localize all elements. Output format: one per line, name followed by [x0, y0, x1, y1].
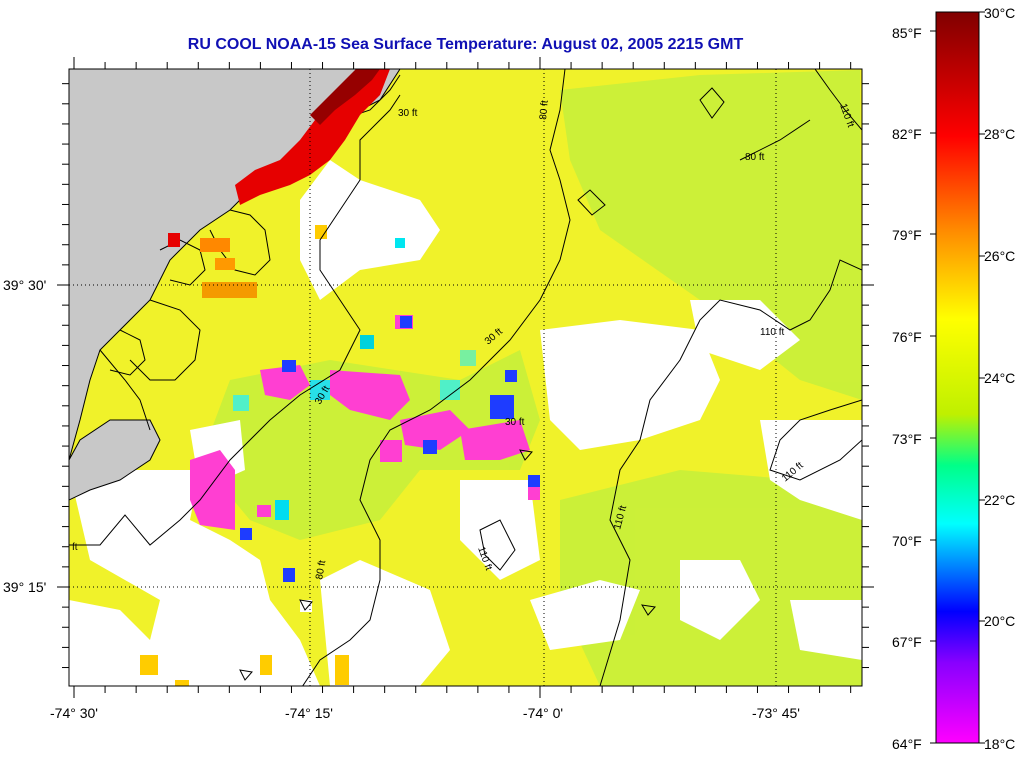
colorbar-ticks: [930, 11, 985, 744]
celsius-label: 18°C: [984, 736, 1015, 752]
colorbar-gradient: [935, 11, 980, 744]
orange-pixels: [140, 225, 349, 686]
celsius-label: 20°C: [984, 613, 1015, 629]
celsius-label: 22°C: [984, 492, 1015, 508]
lon-label: -74° 0': [523, 705, 563, 721]
fahrenheit-label: 64°F: [892, 736, 922, 752]
celsius-label: 26°C: [984, 248, 1015, 264]
map-title: RU COOL NOAA-15 Sea Surface Temperature:…: [187, 36, 744, 53]
contour-label-110ft: 110 ft: [760, 327, 784, 338]
axis-labels: -74° 30' -74° 15' -74° 0' -73° 45' 39° 3…: [3, 277, 800, 721]
fahrenheit-label: 79°F: [892, 227, 922, 243]
fahrenheit-label: 76°F: [892, 329, 922, 345]
colorbar-f-labels: 85°F 82°F 79°F 76°F 73°F 70°F 67°F 64°F: [892, 25, 922, 752]
lon-label: -74° 15': [285, 705, 333, 721]
no-data-regions: [69, 160, 862, 686]
celsius-label: 30°C: [984, 5, 1015, 21]
cool-sst-clusters: [190, 238, 540, 612]
fahrenheit-label: 67°F: [892, 634, 922, 650]
lat-label: 39° 15': [3, 579, 46, 595]
axis-ticks: [57, 57, 874, 698]
celsius-label: 24°C: [984, 370, 1015, 386]
map-frame: [68, 68, 863, 687]
contour-label-ft: ft: [72, 542, 78, 553]
contour-label-80ft: 80 ft: [745, 152, 765, 163]
bathymetry-contours: [69, 69, 862, 686]
contour-label-80ft: 80 ft: [314, 559, 328, 580]
fahrenheit-label: 70°F: [892, 533, 922, 549]
warm-sst-coastal: [168, 69, 390, 298]
lon-label: -74° 30': [50, 705, 98, 721]
lon-label: -73° 45': [752, 705, 800, 721]
fahrenheit-label: 82°F: [892, 126, 922, 142]
fahrenheit-label: 73°F: [892, 431, 922, 447]
lat-label: 39° 30': [3, 277, 46, 293]
colorbar-c-labels: 30°C 28°C 26°C 24°C 22°C 20°C 18°C: [984, 5, 1015, 752]
contour-label-30ft: 30 ft: [505, 417, 525, 428]
graticule: [69, 69, 862, 686]
fahrenheit-label: 85°F: [892, 25, 922, 41]
celsius-label: 28°C: [984, 126, 1015, 142]
contour-label-30ft: 30 ft: [398, 108, 418, 119]
